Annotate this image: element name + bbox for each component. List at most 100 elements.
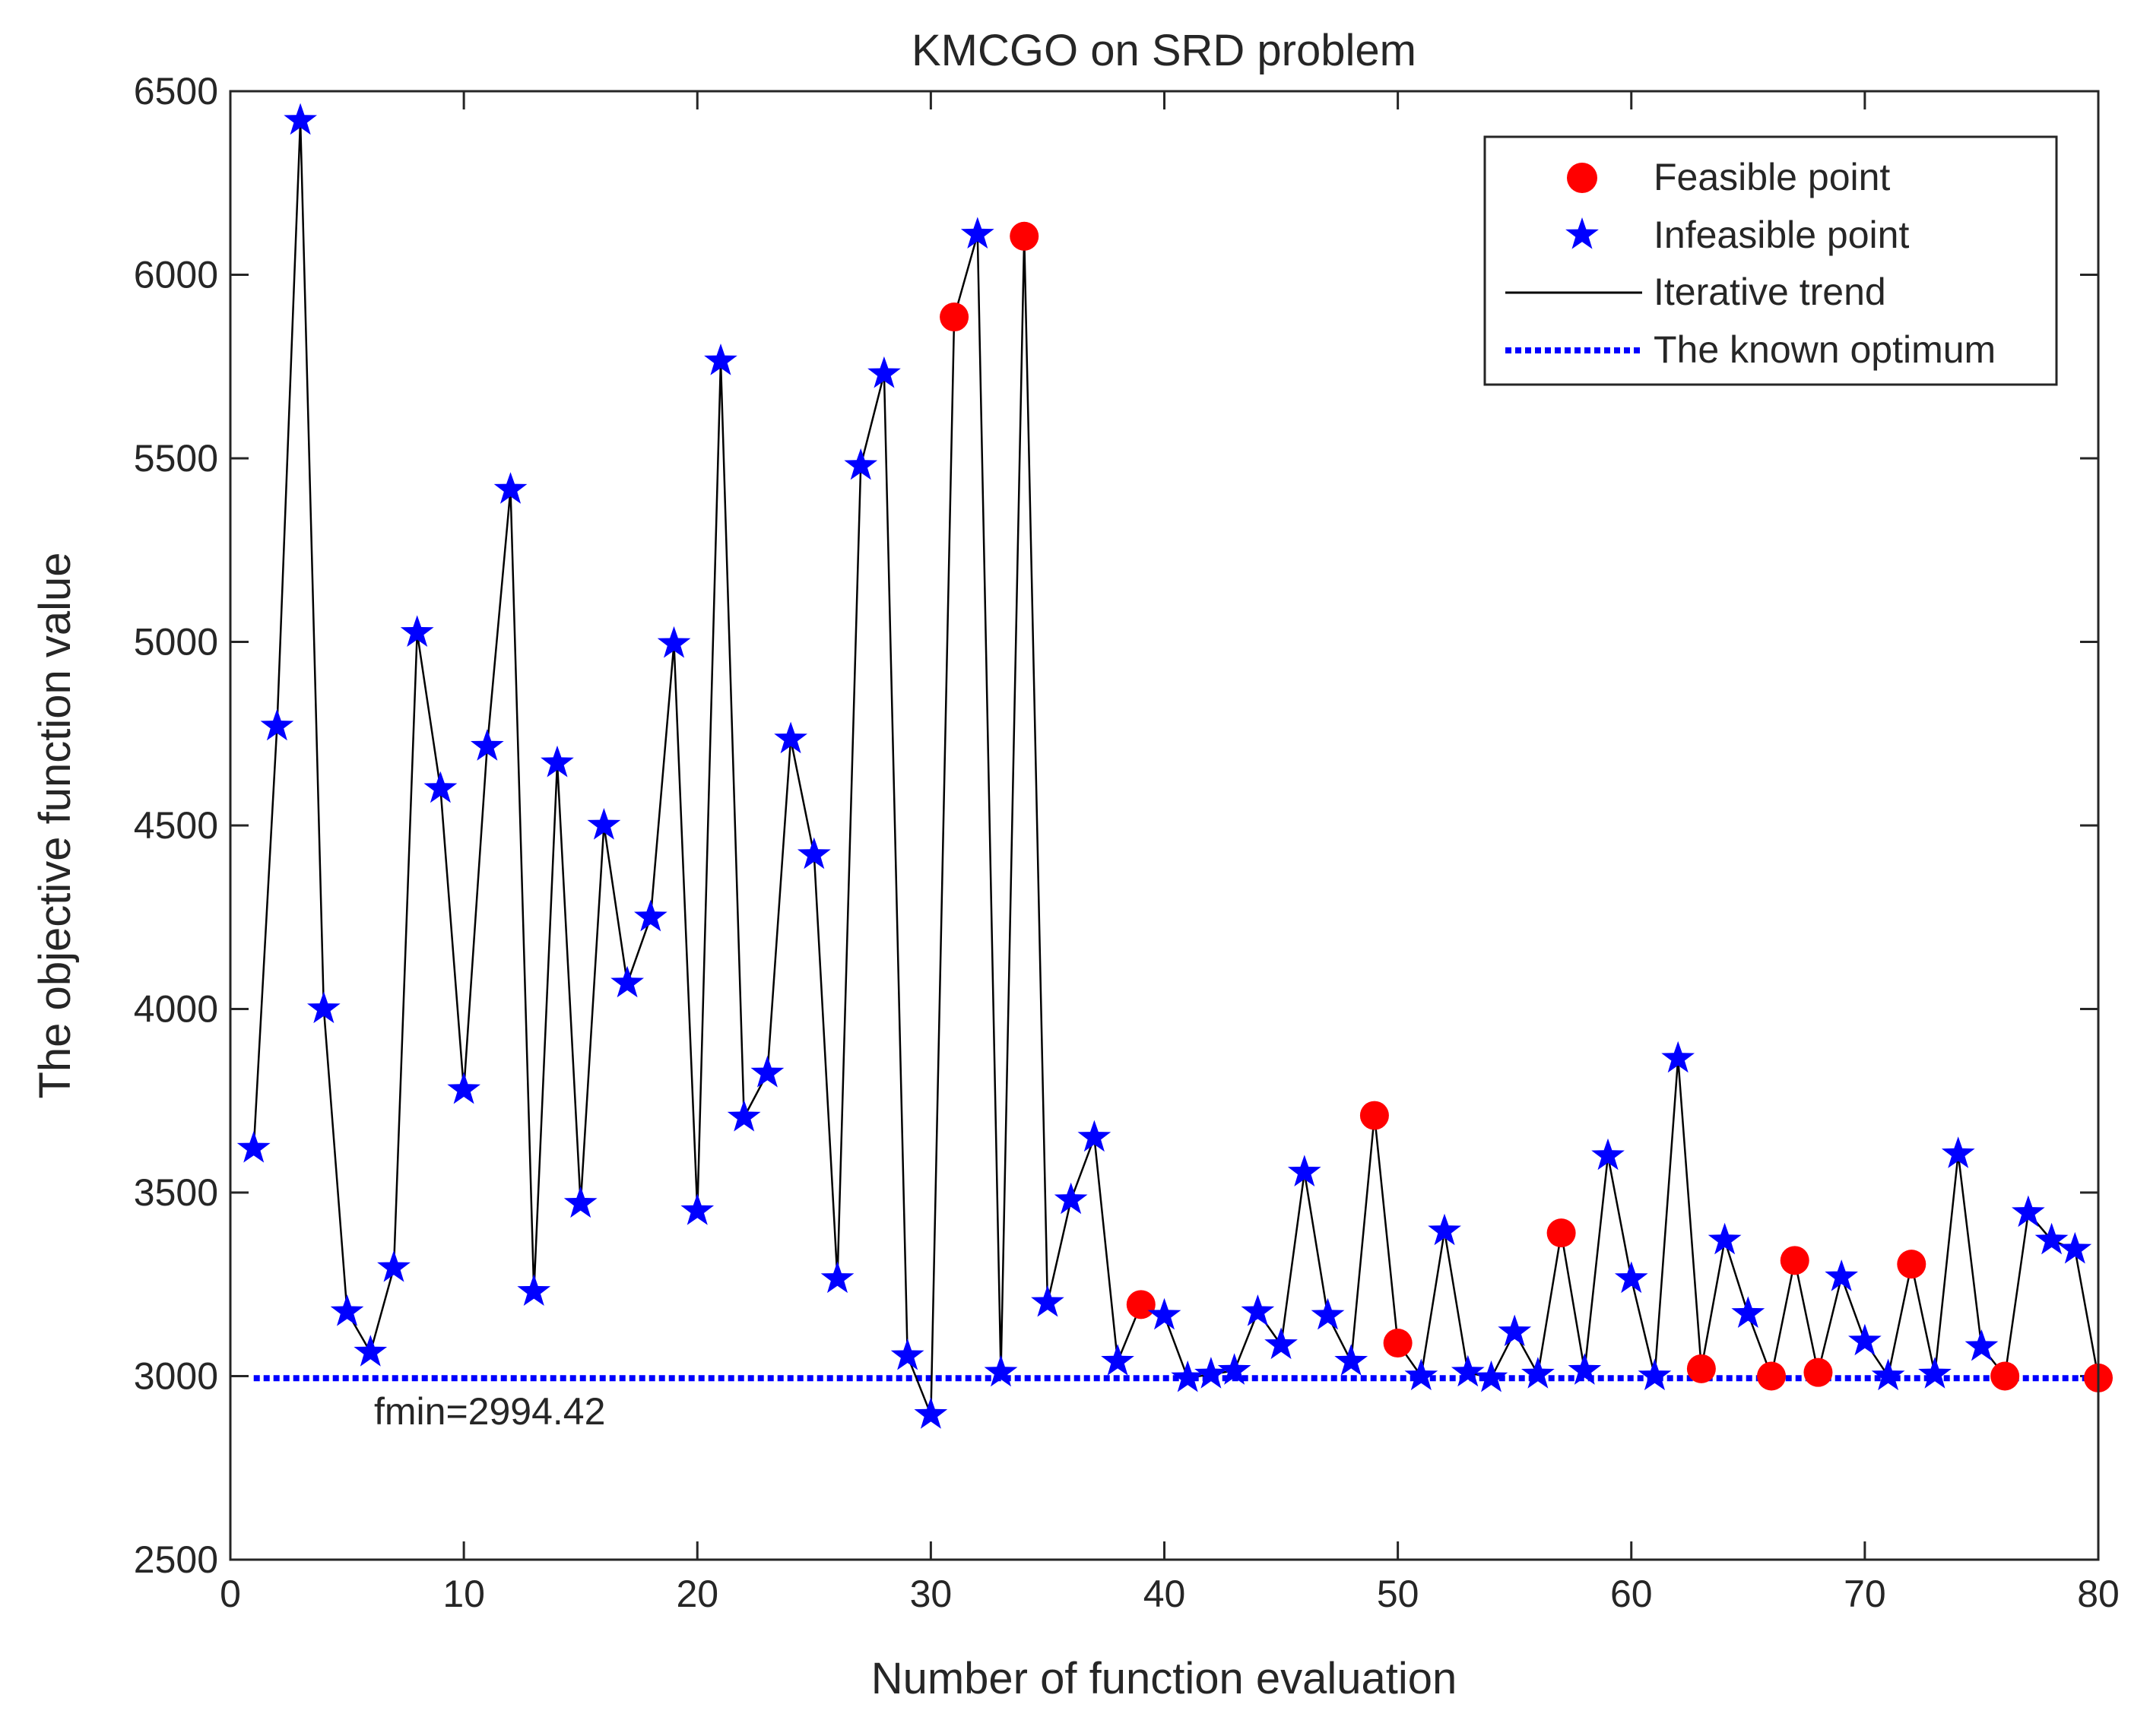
infeasible-point xyxy=(1264,1327,1298,1360)
infeasible-point xyxy=(236,1131,271,1163)
x-tick-label: 20 xyxy=(676,1573,718,1615)
y-tick-label: 5000 xyxy=(134,621,218,664)
iterative-trend-line xyxy=(252,120,2100,1415)
legend-optimum-label: The known optimum xyxy=(1654,328,1996,371)
feasible-point xyxy=(1126,1290,1156,1319)
legend-trend-label: Iterative trend xyxy=(1654,271,1886,313)
fmin-annotation: fmin=2994.42 xyxy=(374,1390,605,1433)
infeasible-point xyxy=(1964,1329,1999,1361)
infeasible-point xyxy=(1334,1344,1368,1376)
infeasible-point xyxy=(1638,1358,1672,1391)
infeasible-point xyxy=(493,472,528,504)
infeasible-point xyxy=(423,771,458,803)
feasible-point xyxy=(1897,1250,1926,1279)
infeasible-point xyxy=(1591,1138,1625,1171)
infeasible-point xyxy=(541,745,574,778)
axes-frame xyxy=(229,90,2100,1561)
infeasible-point xyxy=(2012,1195,2045,1228)
infeasible-point xyxy=(1311,1297,1345,1330)
legend-feasible-label: Feasible point xyxy=(1654,156,1890,198)
infeasible-point xyxy=(1101,1344,1134,1376)
infeasible-point xyxy=(1171,1360,1205,1392)
infeasible-point xyxy=(1941,1136,1975,1168)
infeasible-point xyxy=(1217,1353,1251,1385)
infeasible-point xyxy=(2058,1231,2092,1264)
infeasible-point xyxy=(563,1186,598,1218)
y-tick-label: 6000 xyxy=(134,254,218,296)
feasible-point xyxy=(1383,1329,1413,1358)
infeasible-point xyxy=(1241,1294,1275,1326)
infeasible-point xyxy=(1428,1213,1461,1246)
data-markers xyxy=(236,103,2113,1429)
infeasible-point xyxy=(400,615,434,647)
infeasible-point xyxy=(820,1261,855,1294)
infeasible-point xyxy=(1077,1120,1111,1152)
legend-infeasible-marker xyxy=(1565,217,1599,249)
infeasible-point xyxy=(1404,1358,1438,1391)
x-tick-label: 70 xyxy=(1844,1573,1886,1615)
infeasible-point xyxy=(634,899,668,932)
infeasible-point xyxy=(307,991,341,1024)
y-tick-label: 4000 xyxy=(134,988,218,1031)
axis-ticks: 0 10 20 30 40 50 60 70 80 2500 3000 3500 4000 4500 500… xyxy=(134,70,2120,1615)
infeasible-point xyxy=(587,808,621,840)
infeasible-point xyxy=(1194,1357,1228,1389)
y-tick-label: 2500 xyxy=(134,1538,218,1581)
infeasible-point xyxy=(890,1338,924,1370)
feasible-point xyxy=(940,303,969,332)
infeasible-point xyxy=(1521,1357,1555,1389)
infeasible-point xyxy=(750,1056,785,1088)
x-axis-label: Number of function evaluation xyxy=(871,1654,1457,1703)
feasible-point xyxy=(1757,1361,1787,1391)
infeasible-point xyxy=(844,448,878,480)
infeasible-point xyxy=(774,721,807,754)
infeasible-point xyxy=(1731,1296,1765,1328)
infeasible-point xyxy=(354,1335,388,1367)
legend-infeasible-label: Infeasible point xyxy=(1654,214,1909,256)
infeasible-point xyxy=(984,1354,1018,1387)
feasible-point xyxy=(1990,1361,2020,1391)
infeasible-point xyxy=(867,356,901,388)
infeasible-point xyxy=(704,344,737,375)
y-axis-label: The objective function value xyxy=(30,553,80,1099)
x-tick-label: 0 xyxy=(220,1573,241,1615)
y-tick-label: 3000 xyxy=(134,1355,218,1398)
x-tick-label: 40 xyxy=(1143,1573,1186,1615)
y-tick-label: 5500 xyxy=(134,437,218,480)
x-tick-label: 50 xyxy=(1377,1573,1419,1615)
feasible-point xyxy=(1546,1218,1576,1248)
infeasible-point xyxy=(284,103,317,135)
feasible-point xyxy=(1686,1354,1716,1383)
trend-polyline xyxy=(252,120,2100,1415)
infeasible-point xyxy=(914,1397,948,1429)
x-tick-label: 10 xyxy=(442,1573,485,1615)
feasible-point xyxy=(1359,1101,1389,1130)
infeasible-point xyxy=(1661,1041,1695,1073)
infeasible-point xyxy=(1848,1323,1882,1356)
infeasible-point xyxy=(1498,1314,1532,1347)
chart-title: KMCGO on SRD problem xyxy=(912,26,1416,75)
infeasible-point xyxy=(1614,1261,1648,1294)
infeasible-point xyxy=(1287,1155,1321,1186)
legend-feasible-marker xyxy=(1567,163,1597,193)
infeasible-point xyxy=(680,1193,715,1225)
feasible-point xyxy=(1803,1357,1833,1387)
infeasible-point xyxy=(1825,1259,1858,1291)
infeasible-point xyxy=(1031,1285,1064,1317)
infeasible-point xyxy=(1054,1182,1088,1215)
y-tick-label: 3500 xyxy=(134,1171,218,1214)
legend: Feasible point Infeasible point Iterativ… xyxy=(1483,135,2058,386)
infeasible-point xyxy=(1871,1358,1905,1391)
infeasible-point xyxy=(1474,1360,1508,1392)
infeasible-point xyxy=(330,1294,364,1326)
infeasible-point xyxy=(610,965,644,998)
infeasible-point xyxy=(517,1274,551,1306)
x-tick-label: 60 xyxy=(1610,1573,1653,1615)
infeasible-point xyxy=(260,708,294,741)
infeasible-point xyxy=(1147,1297,1181,1330)
infeasible-point xyxy=(657,626,691,658)
infeasible-point xyxy=(727,1100,761,1132)
y-tick-label: 4500 xyxy=(134,804,218,847)
x-tick-label: 80 xyxy=(2077,1573,2120,1615)
